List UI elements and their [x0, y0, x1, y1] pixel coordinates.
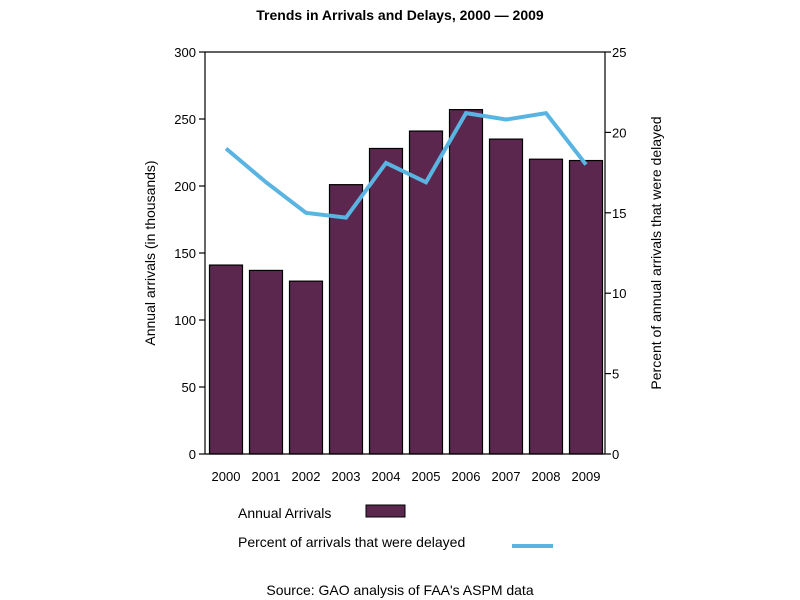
left-tick-label: 0	[189, 447, 196, 462]
right-axis-title: Percent of annual arrivals that were del…	[648, 116, 664, 389]
bar-2007	[488, 138, 524, 455]
bar-2004	[368, 147, 404, 455]
left-tick-label: 300	[174, 45, 196, 60]
x-tick-label: 2004	[372, 469, 401, 484]
bar-2003	[328, 184, 364, 455]
left-tick-label: 250	[174, 112, 196, 127]
left-tick-label: 100	[174, 313, 196, 328]
x-tick-label: 2008	[532, 469, 561, 484]
bar-2000	[208, 264, 244, 455]
bar-series	[208, 109, 604, 455]
legend: Annual Arrivals Percent of arrivals that…	[238, 504, 553, 550]
left-tick-label: 150	[174, 246, 196, 261]
right-tick-label: 5	[612, 367, 619, 382]
line-series	[224, 110, 588, 220]
bar-2002	[288, 280, 324, 455]
left-tick-label: 50	[182, 380, 196, 395]
legend-swatch-arrivals	[365, 504, 406, 518]
legend-label-arrivals: Annual Arrivals	[238, 505, 331, 521]
left-tick-label: 200	[174, 179, 196, 194]
x-tick-label: 2009	[572, 469, 601, 484]
bar-2005	[408, 130, 444, 455]
x-tick-label: 2001	[252, 469, 281, 484]
right-tick-label: 0	[612, 447, 619, 462]
x-axis-ticks: 2000 2001 2002 2003 2004 2005 2006 2007 2008 2009	[212, 469, 601, 484]
right-tick-label: 25	[612, 45, 626, 60]
bar-2006	[448, 109, 484, 455]
left-axis-ticks: 0 50 100 150 200 250 300	[174, 45, 205, 462]
bar-2008	[528, 158, 564, 455]
x-tick-label: 2000	[212, 469, 241, 484]
bar-2009	[568, 159, 604, 455]
x-tick-label: 2007	[492, 469, 521, 484]
right-axis-ticks: 0 5 10 15 20 25	[605, 45, 626, 462]
x-tick-label: 2002	[292, 469, 321, 484]
left-axis-title: Annual arrivals (in thousands)	[142, 160, 158, 345]
legend-label-delayed: Percent of arrivals that were delayed	[238, 534, 465, 550]
x-tick-label: 2006	[452, 469, 481, 484]
x-tick-label: 2003	[332, 469, 361, 484]
source-note: Source: GAO analysis of FAA's ASPM data	[266, 582, 533, 598]
delay-line	[224, 110, 588, 220]
right-tick-label: 10	[612, 286, 626, 301]
right-tick-label: 15	[612, 206, 626, 221]
right-tick-label: 20	[612, 125, 626, 140]
x-tick-label: 2005	[412, 469, 441, 484]
bar-2001	[248, 269, 284, 455]
chart-title: Trends in Arrivals and Delays, 2000 — 20…	[256, 7, 544, 23]
